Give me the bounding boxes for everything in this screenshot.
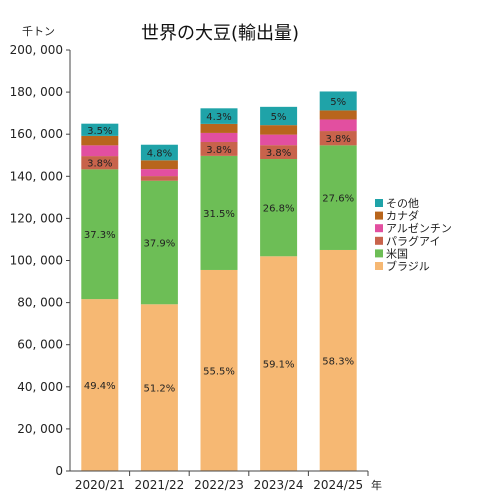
x-tick-label: 2021/22	[134, 478, 184, 492]
data-label: 27.6%	[322, 194, 354, 205]
x-tick-label: 2024/25	[313, 478, 363, 492]
legend-swatch	[375, 236, 383, 245]
chart-title: 世界の大豆(輸出量)	[141, 23, 299, 44]
x-tick-label: 2023/24	[254, 478, 304, 492]
data-label: 49.4%	[84, 381, 116, 392]
data-label: 3.5%	[87, 126, 112, 137]
legend-label: 米国	[386, 247, 408, 260]
legend-swatch	[375, 224, 383, 233]
data-label: 3.8%	[266, 148, 291, 159]
bar-segment	[81, 135, 119, 146]
bar-segment	[140, 176, 178, 181]
data-label: 31.5%	[203, 209, 235, 220]
bar-segment	[200, 269, 238, 471]
bar-segment	[260, 134, 298, 146]
data-label: 55.5%	[203, 366, 235, 377]
y-tick-label: 80, 000	[17, 296, 63, 310]
bar-segment	[319, 119, 357, 132]
legend-swatch	[375, 211, 383, 220]
data-label: 3.8%	[87, 159, 112, 170]
data-label: 4.3%	[206, 112, 231, 123]
bar-segment	[200, 108, 238, 124]
bar-segment	[140, 169, 178, 177]
bar-segment	[319, 145, 357, 250]
y-tick-label: 200, 000	[10, 43, 63, 57]
legend-swatch	[375, 262, 383, 270]
bar-segment	[319, 110, 357, 120]
bar-segment	[260, 125, 298, 135]
y-tick-label: 100, 000	[10, 254, 63, 268]
bar-segment	[260, 256, 298, 471]
y-ticks-layer: 0 20, 000 40, 000 60, 000 80, 000 100, 000 120…	[10, 43, 70, 478]
legend-label: アルゼンチン	[386, 222, 452, 235]
bar-segment	[200, 123, 238, 133]
segment-labels-layer: 49.4% 37.3% 3.8% 3.5% 51.2% 37.9% 4.8% 55.5% 31.…	[84, 97, 354, 395]
legend-swatch	[375, 249, 383, 258]
x-tick-label: 2022/23	[194, 478, 244, 492]
x-ticks-layer: 2020/21 2021/22 2022/23 2023/24 2024/25	[75, 471, 369, 492]
legend-label: カナダ	[386, 209, 419, 223]
bars-layer	[81, 91, 357, 471]
data-label: 4.8%	[147, 149, 172, 160]
y-tick-label: 140, 000	[10, 169, 63, 183]
y-tick-label: 160, 000	[10, 127, 63, 141]
bar-segment	[140, 160, 178, 170]
y-tick-label: 20, 000	[17, 422, 63, 436]
data-label: 5%	[330, 97, 346, 108]
legend-label: その他	[386, 197, 419, 210]
data-label: 51.2%	[144, 384, 176, 395]
bar-segment	[260, 106, 298, 126]
y-tick-label: 120, 000	[10, 211, 63, 225]
bar-segment	[81, 299, 119, 471]
bar-segment	[319, 91, 357, 111]
bar-segment	[319, 249, 357, 471]
data-label: 3.8%	[206, 145, 231, 156]
legend-swatch	[375, 199, 383, 207]
bar-segment	[81, 123, 119, 136]
y-tick-label: 40, 000	[17, 380, 63, 394]
bar-segment	[260, 145, 298, 160]
x-unit-label: 年	[371, 478, 382, 492]
bar-segment	[200, 155, 238, 270]
y-tick-label: 60, 000	[17, 338, 63, 352]
data-label: 3.8%	[325, 134, 350, 145]
data-label: 5%	[271, 112, 287, 123]
bar-segment	[140, 304, 178, 471]
x-tick-label: 2020/21	[75, 478, 125, 492]
bar-segment	[319, 131, 357, 146]
data-label: 59.1%	[263, 360, 295, 371]
data-label: 26.8%	[263, 204, 295, 215]
bar-segment	[81, 145, 119, 157]
bar-segment	[200, 132, 238, 142]
data-label: 37.9%	[144, 239, 176, 250]
bar-segment	[140, 144, 178, 161]
bar-segment	[200, 141, 238, 156]
bar-segment	[81, 156, 119, 170]
bar-segment	[260, 159, 298, 257]
y-tick-label: 0	[55, 464, 63, 478]
legend-label: パラグアイ	[386, 234, 440, 248]
y-tick-label: 180, 000	[10, 85, 63, 99]
y-unit-label: 千トン	[22, 25, 55, 38]
bar-segment	[81, 169, 119, 300]
bar-segment	[140, 180, 178, 305]
data-label: 37.3%	[84, 230, 116, 241]
data-label: 58.3%	[322, 356, 354, 367]
legend-label: ブラジル	[386, 259, 430, 273]
